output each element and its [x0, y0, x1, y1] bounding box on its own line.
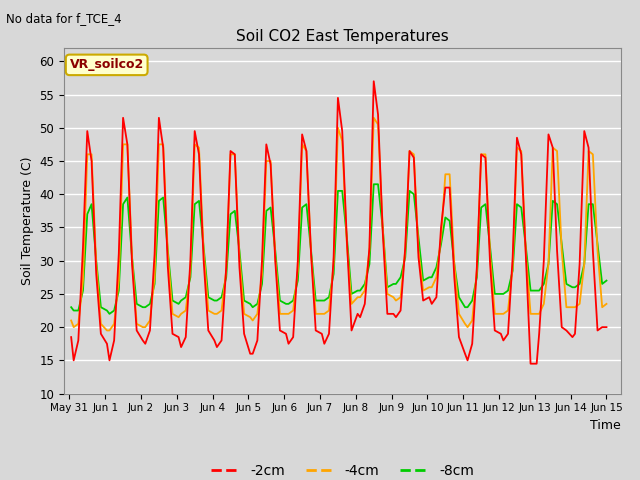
Y-axis label: Soil Temperature (C): Soil Temperature (C)	[21, 156, 34, 285]
Title: Soil CO2 East Temperatures: Soil CO2 East Temperatures	[236, 29, 449, 44]
Legend: -2cm, -4cm, -8cm: -2cm, -4cm, -8cm	[205, 458, 479, 480]
X-axis label: Time: Time	[590, 419, 621, 432]
Text: VR_soilco2: VR_soilco2	[70, 59, 144, 72]
Text: No data for f_TCE_4: No data for f_TCE_4	[6, 12, 122, 25]
